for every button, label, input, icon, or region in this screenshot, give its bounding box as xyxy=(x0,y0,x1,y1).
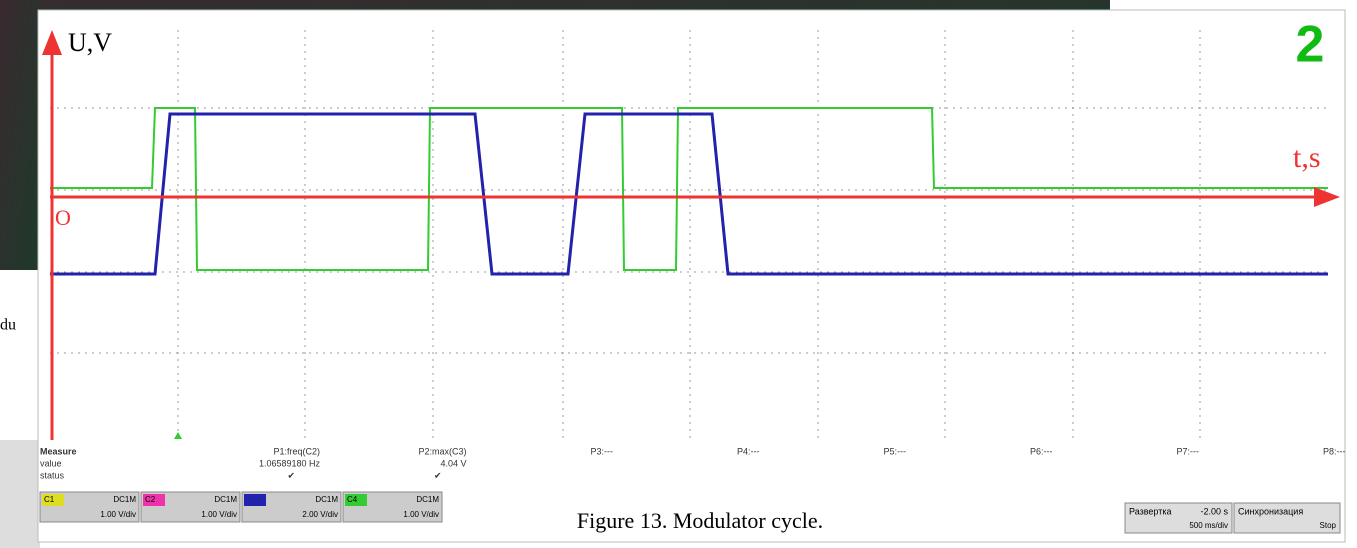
trigger-label: Синхронизация xyxy=(1238,506,1303,516)
trigger-marker xyxy=(174,432,182,439)
x-arrow xyxy=(1314,187,1340,207)
channel-swatch xyxy=(244,494,266,506)
channel-scale: 1.00 V/div xyxy=(100,510,136,519)
measure-value: 1.06589180 Hz xyxy=(259,458,321,468)
measure-name: P7:--- xyxy=(1177,446,1200,456)
measure-name: P3:--- xyxy=(591,446,614,456)
measure-status: ✔ xyxy=(434,470,442,480)
measure-status: ✔ xyxy=(287,470,295,480)
channel-swatch xyxy=(345,494,367,506)
measure-name: P5:--- xyxy=(884,446,907,456)
channel-coupling: DC1M xyxy=(416,495,439,504)
grid xyxy=(50,30,1330,440)
green-trace xyxy=(50,107,1328,271)
measure-name: P1:freq(C2) xyxy=(273,446,320,456)
photo-strip xyxy=(0,0,40,270)
caption: Figure 13. Modulator cycle. xyxy=(577,508,823,533)
channel-label: C2 xyxy=(145,495,156,504)
channel-scale: 1.00 V/div xyxy=(403,510,439,519)
photo-strip xyxy=(0,0,1110,12)
channel-swatch xyxy=(143,494,165,506)
timebase-label: Развертка xyxy=(1129,506,1172,516)
x-axis-label: t,s xyxy=(1293,141,1321,174)
timebase-sub: 500 ms/div xyxy=(1189,521,1228,530)
channel-coupling: DC1M xyxy=(315,495,338,504)
measure-row-label: value xyxy=(40,458,62,468)
shadow xyxy=(0,440,40,548)
channel-bar: C1 DC1M 1.00 V/div C2 DC1M 1.00 V/div DC1M 2.00… xyxy=(39,491,443,523)
measure-value: 4.04 V xyxy=(440,458,466,468)
channel-label: C1 xyxy=(44,495,55,504)
measure-name: P6:--- xyxy=(1030,446,1053,456)
channel-label: C4 xyxy=(347,495,358,504)
side-text: du xyxy=(0,317,16,334)
measure-row-label: status xyxy=(40,470,65,480)
trigger-sub: Stop xyxy=(1320,521,1337,530)
channel-swatch xyxy=(42,494,64,506)
channel-scale: 2.00 V/div xyxy=(302,510,338,519)
channel-coupling: DC1M xyxy=(214,495,237,504)
y-arrow xyxy=(42,30,62,55)
origin-label: O xyxy=(55,205,71,230)
y-axis-label: U,V xyxy=(68,28,112,57)
measure-name: P4:--- xyxy=(737,446,760,456)
measure-name: P8:--- xyxy=(1323,446,1346,456)
channel-coupling: DC1M xyxy=(113,495,136,504)
measure-panel: Measure value status P1:freq(C2) 1.06589180 … xyxy=(40,446,1346,480)
measure-name: P2:max(C3) xyxy=(418,446,466,456)
measure-row-label: Measure xyxy=(40,446,77,456)
timebase-value: -2.00 s xyxy=(1200,506,1228,516)
trigger-box xyxy=(1233,502,1341,534)
badge: 2 xyxy=(1296,16,1325,74)
blue-trace xyxy=(50,112,1328,276)
timebase-box xyxy=(1124,502,1233,534)
scope-panel xyxy=(37,9,1346,543)
channel-scale: 1.00 V/div xyxy=(201,510,237,519)
